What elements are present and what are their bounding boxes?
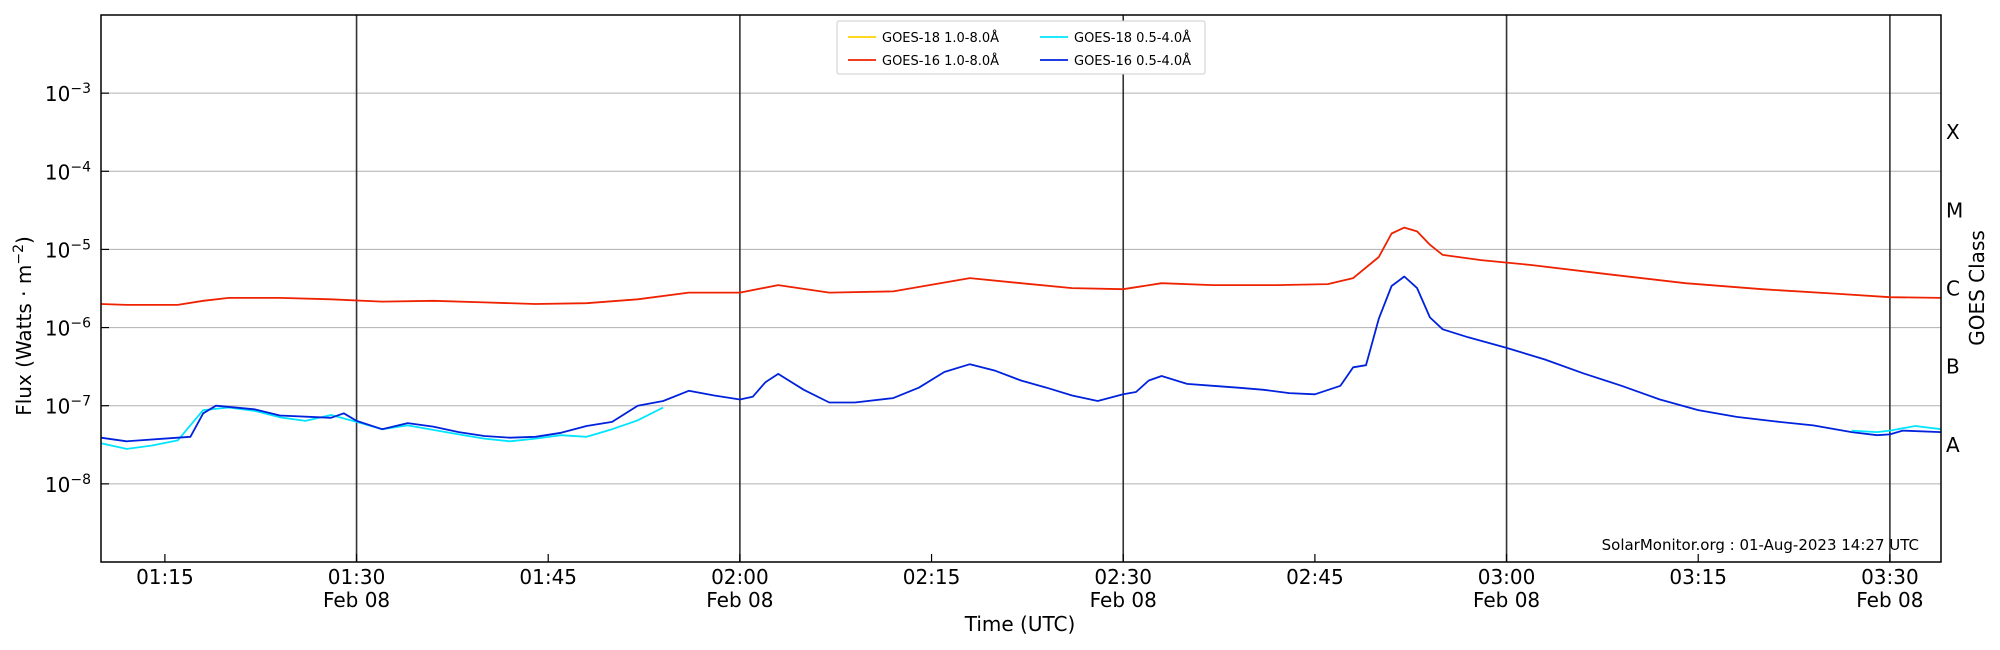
x-tick-label: 01:15 xyxy=(136,565,194,589)
legend-entry: GOES-18 0.5-4.0Å xyxy=(1074,30,1191,46)
legend-entry: GOES-16 1.0-8.0Å xyxy=(882,53,999,69)
x-tick-date-label: Feb 08 xyxy=(323,588,390,612)
y-tick-label: 10−5 xyxy=(45,237,91,262)
series-line xyxy=(1851,425,1942,434)
x-tick-date-label: Feb 08 xyxy=(1856,588,1923,612)
goes-class-label: X xyxy=(1946,120,1960,144)
y-tick-label: 10−8 xyxy=(45,472,91,497)
x-axis-label: Time (UTC) xyxy=(964,612,1076,636)
x-tick-label: 02:30 xyxy=(1094,565,1152,589)
y-axis-ticks: 10−8 10−7 10−6 10−5 10−4 10−3 xyxy=(45,81,109,497)
credit-text: SolarMonitor.org : 01-Aug-2023 14:27 UTC xyxy=(1602,536,1919,554)
goes-class-label: B xyxy=(1946,355,1960,379)
goes-class-axis-label: GOES Class xyxy=(1965,230,1989,346)
legend: GOES-18 1.0-8.0Å GOES-16 1.0-8.0Å GOES-18 … xyxy=(836,20,1206,75)
plot-frame xyxy=(100,14,1942,563)
goes-class-label: M xyxy=(1946,198,1963,222)
goes-class-label: C xyxy=(1946,277,1960,301)
x-tick-date-label: Feb 08 xyxy=(1090,588,1157,612)
x-tick-label: 03:30 xyxy=(1861,565,1919,589)
y-tick-label: 10−3 xyxy=(45,81,91,106)
goes-class-label: A xyxy=(1946,433,1960,457)
grid-lines xyxy=(101,92,1941,485)
legend-entry: GOES-18 1.0-8.0Å xyxy=(882,30,999,46)
x-tick-label: 02:45 xyxy=(1286,565,1344,589)
x-tick-label: 02:00 xyxy=(711,565,769,589)
x-tick-label: 01:30 xyxy=(328,565,386,589)
x-tick-date-label: Feb 08 xyxy=(706,588,773,612)
legend-box xyxy=(836,20,1206,75)
y-tick-label: 10−6 xyxy=(45,316,91,341)
x-tick-label: 01:45 xyxy=(519,565,577,589)
x-tick-date-label: Feb 08 xyxy=(1473,588,1540,612)
x-tick-label: 02:15 xyxy=(903,565,961,589)
series-line xyxy=(100,275,1942,443)
y-tick-label: 10−7 xyxy=(45,394,91,419)
goes-class-labels: A B C M X xyxy=(1946,120,1963,457)
legend-entry: GOES-16 0.5-4.0Å xyxy=(1074,53,1191,69)
y-axis-label: Flux (Watts · m−2) xyxy=(11,236,36,416)
x-tick-label: 03:00 xyxy=(1478,565,1536,589)
series-line xyxy=(100,226,1942,306)
y-tick-label: 10−4 xyxy=(45,159,91,184)
x-tick-label: 03:15 xyxy=(1669,565,1727,589)
flux-series xyxy=(100,226,1942,450)
